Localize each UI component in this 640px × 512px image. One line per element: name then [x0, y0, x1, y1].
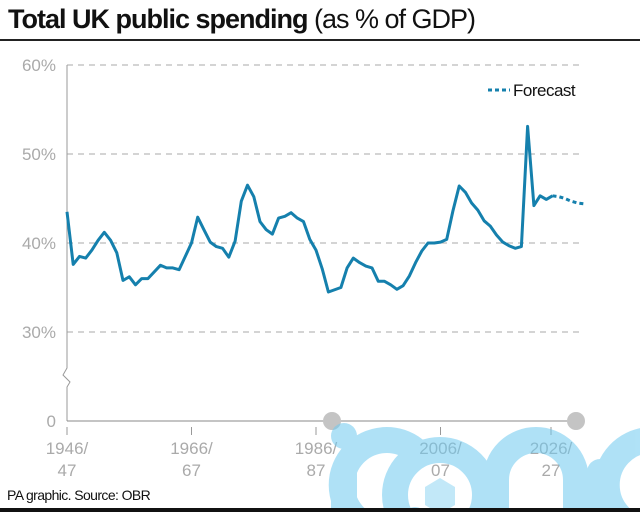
watermark-stroke-c2	[593, 428, 640, 512]
legend: Forecast	[488, 81, 576, 100]
y-tick-label: 40%	[22, 234, 56, 253]
source-note: PA graphic. Source: OBR	[7, 487, 151, 503]
footer-rule	[0, 508, 640, 512]
watermark-hexagon	[425, 478, 455, 512]
series-group	[65, 124, 584, 294]
watermark-stroke-n	[483, 427, 589, 512]
legend-forecast-label: Forecast	[513, 81, 576, 100]
gridlines	[67, 64, 582, 333]
x-tick-label: 1966/	[170, 439, 213, 458]
x-tick-label: 1986/	[295, 439, 338, 458]
x-tick-label-year-end: 87	[307, 461, 326, 480]
y-tick-label: 60%	[22, 56, 56, 75]
series-line-outturn	[65, 124, 554, 294]
y-axis: 0 30% 40% 50% 60%	[22, 56, 71, 431]
x-tick-label-year-end: 47	[58, 461, 77, 480]
y-tick-label: 50%	[22, 145, 56, 164]
chart-title: Total UK public spending (as % of GDP)	[8, 4, 476, 35]
series-line-forecast	[552, 194, 584, 206]
header-rule	[0, 39, 640, 41]
x-tick-label: 1946/	[46, 439, 89, 458]
y-tick-label: 0	[47, 412, 56, 431]
watermark-stroke-c	[328, 427, 428, 512]
x-tick-label-year-end: 07	[431, 461, 450, 480]
y-tick-label: 30%	[22, 323, 56, 342]
x-tick-label-year-end: 67	[182, 461, 201, 480]
axis-marker	[567, 412, 585, 430]
title-main: Total UK public spending	[8, 4, 308, 34]
x-tick-label-year-end: 27	[542, 461, 561, 480]
y-axis-line	[62, 65, 71, 421]
title-subtitle: (as % of GDP)	[307, 4, 476, 34]
